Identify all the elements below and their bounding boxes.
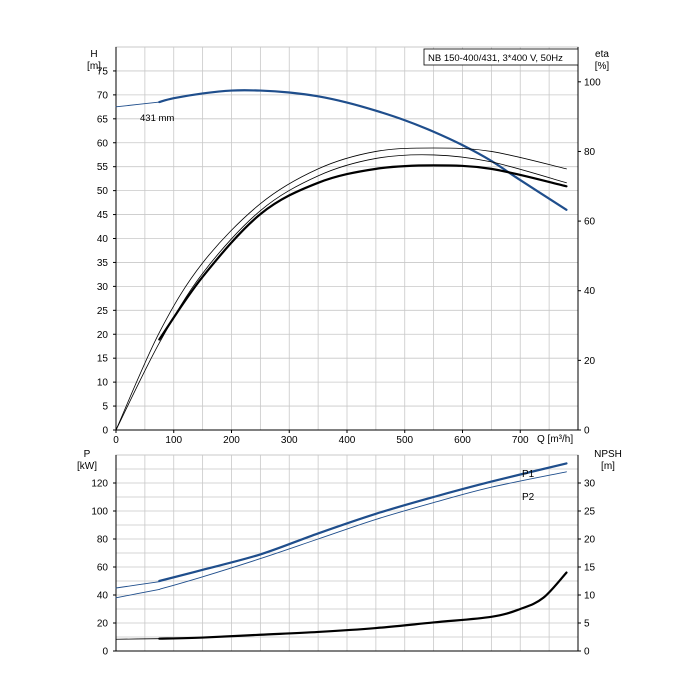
x-tick-label: 100 xyxy=(165,435,182,446)
upper-left-tick-label: 75 xyxy=(97,66,109,77)
upper-curve-right-thin-black-3 xyxy=(115,147,567,431)
x-tick-label: 200 xyxy=(223,435,240,446)
upper-left-tick-label: 60 xyxy=(97,138,109,149)
lower-curve-p2-3 xyxy=(158,471,567,590)
title-box-text: NB 150-400/431, 3*400 V, 50Hz xyxy=(428,53,563,64)
lower-left-tick-label: 40 xyxy=(97,591,109,602)
upper-left-axis-label: H xyxy=(90,49,97,60)
x-tick-label: 0 xyxy=(113,435,119,446)
title-box xyxy=(423,48,579,66)
lower-right-tick-label: 30 xyxy=(584,479,596,490)
lower-left-tick-label: 120 xyxy=(91,479,108,490)
lower-series xyxy=(115,462,568,640)
upper-left-tick-label: 10 xyxy=(97,378,109,389)
lower-left-tick-label: 80 xyxy=(97,535,109,546)
x-tick-label: 500 xyxy=(396,435,413,446)
upper-right-tick-label: 80 xyxy=(584,147,596,158)
upper-curve-right-thin-black-2 xyxy=(115,154,567,431)
upper-left-tick-label: 40 xyxy=(97,234,109,245)
upper-right-tick-label: 100 xyxy=(584,77,601,88)
upper-left-tick-label: 70 xyxy=(97,90,109,101)
x-tick-label: 300 xyxy=(281,435,298,446)
upper-left-tick-label: 65 xyxy=(97,114,109,125)
x-tick-label: 400 xyxy=(339,435,356,446)
lower-grid xyxy=(115,454,579,652)
upper-left-tick-label: 50 xyxy=(97,186,109,197)
upper-left-axis-unit: [m] xyxy=(87,61,101,72)
upper-left-tick-label: 30 xyxy=(97,282,109,293)
lower-curve-p1-2 xyxy=(158,462,568,583)
lower-right-axis-unit: [m] xyxy=(601,461,615,472)
upper-right-axis-label: eta xyxy=(595,49,609,60)
upper-left-tick-label: 45 xyxy=(97,210,109,221)
lower-left-tick-label: 0 xyxy=(102,647,108,658)
tick-labels: 0 100 200 300 400 500 600 700051015202530354045… xyxy=(91,66,601,657)
series-label-p2: P2 xyxy=(522,492,535,503)
upper-right-axis-unit: [%] xyxy=(595,61,610,72)
x-tick-label: 700 xyxy=(512,435,529,446)
lower-curve-left-thin-blue-1 xyxy=(115,588,160,599)
x-tick-label: 600 xyxy=(454,435,471,446)
upper-curve-left-thin-blue-0 xyxy=(115,101,160,108)
upper-curve-right-thick-black-4 xyxy=(158,164,568,341)
lower-right-tick-label: 10 xyxy=(584,591,596,602)
upper-left-tick-label: 15 xyxy=(97,354,109,365)
upper-left-tick-label: 55 xyxy=(97,162,109,173)
upper-left-tick-label: 35 xyxy=(97,258,109,269)
lower-right-tick-label: 0 xyxy=(584,647,590,658)
lower-curve-left-thin-blue-0 xyxy=(115,581,160,589)
upper-left-tick-label: 5 xyxy=(102,402,108,413)
lower-right-tick-label: 20 xyxy=(584,535,596,546)
lower-left-axis-unit: [kW] xyxy=(77,461,97,472)
lower-curve-right-thick-black-4 xyxy=(158,571,568,640)
lower-left-axis-label: P xyxy=(84,449,91,460)
upper-left-tick-label: 0 xyxy=(102,426,108,437)
lower-left-tick-label: 20 xyxy=(97,619,109,630)
x-axis-label: Q [m³/h] xyxy=(537,434,573,445)
series-label-p1: P1 xyxy=(522,469,535,480)
upper-grid xyxy=(115,46,579,431)
upper-left-tick-label: 25 xyxy=(97,306,109,317)
upper-right-tick-label: 60 xyxy=(584,217,596,228)
upper-series xyxy=(115,89,568,431)
impeller-curve-label: 431 mm xyxy=(140,113,174,124)
lower-left-tick-label: 100 xyxy=(91,507,108,518)
lower-left-tick-label: 60 xyxy=(97,563,109,574)
lower-right-tick-label: 25 xyxy=(584,507,596,518)
lower-curve-right-thin-black-5 xyxy=(115,638,160,640)
lower-right-tick-label: 5 xyxy=(584,619,590,630)
upper-left-tick-label: 20 xyxy=(97,330,109,341)
upper-curve-431-mm-1 xyxy=(158,89,568,211)
lower-right-tick-label: 15 xyxy=(584,563,596,574)
upper-right-tick-label: 40 xyxy=(584,286,596,297)
upper-right-tick-label: 20 xyxy=(584,356,596,367)
upper-right-tick-label: 0 xyxy=(584,426,590,437)
lower-right-axis-label: NPSH xyxy=(594,449,622,460)
